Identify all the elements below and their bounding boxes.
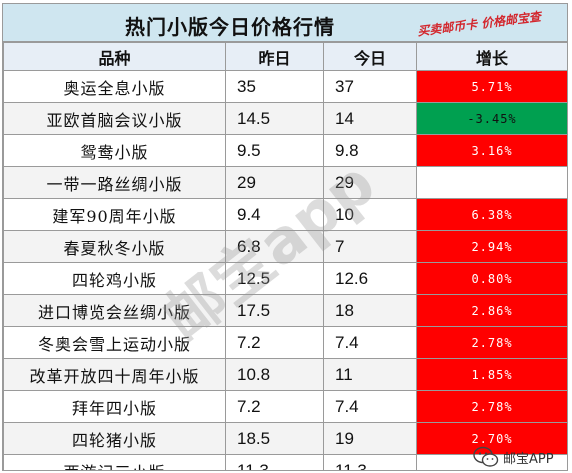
variety-cell: 春夏秋冬小版 bbox=[3, 230, 226, 263]
table-row: 拜年四小版 7.2 7.4 2.78% bbox=[3, 390, 567, 423]
today-price-cell: 10 bbox=[323, 198, 417, 231]
growth-cell: 2.70% bbox=[416, 422, 567, 455]
variety-cell: 四轮猪小版 bbox=[3, 422, 226, 455]
yesterday-price-cell: 9.4 bbox=[225, 198, 324, 231]
today-price-cell: 9.8 bbox=[323, 134, 417, 167]
variety-cell: 进口博览会丝绸小版 bbox=[3, 294, 226, 327]
growth-cell bbox=[416, 166, 567, 199]
variety-cell: 建军90周年小版 bbox=[3, 198, 226, 231]
growth-cell: 2.78% bbox=[416, 326, 567, 359]
wechat-icon bbox=[473, 446, 499, 467]
table-row: 改革开放四十周年小版 10.8 11 1.85% bbox=[3, 358, 567, 391]
table-row: 冬奥会雪上运动小版 7.2 7.4 2.78% bbox=[3, 326, 567, 359]
yesterday-price-cell: 12.5 bbox=[225, 262, 324, 295]
brand-badge: 邮宝APP bbox=[473, 444, 554, 470]
growth-cell: 3.16% bbox=[416, 134, 567, 167]
brand-name: 邮宝APP bbox=[503, 451, 554, 467]
growth-cell: 2.94% bbox=[416, 230, 567, 263]
variety-cell: 四轮鸡小版 bbox=[3, 262, 226, 295]
variety-cell: 改革开放四十周年小版 bbox=[3, 358, 226, 391]
yesterday-price-cell: 6.8 bbox=[225, 230, 324, 263]
yesterday-price-cell: 17.5 bbox=[225, 294, 324, 327]
variety-cell: 鸳鸯小版 bbox=[3, 134, 226, 167]
growth-cell: 1.85% bbox=[416, 358, 567, 391]
title-bar: 热门小版今日价格行情 买卖邮币卡 价格邮宝查 bbox=[3, 4, 567, 42]
header-row: 品种 昨日 今日 增长 bbox=[3, 42, 567, 71]
yesterday-price-cell: 35 bbox=[225, 70, 324, 103]
yesterday-price-cell: 7.2 bbox=[225, 326, 324, 359]
variety-cell: 奥运全息小版 bbox=[3, 70, 226, 103]
table-row: 一带一路丝绸小版 29 29 bbox=[3, 166, 567, 199]
yesterday-price-cell: 9.5 bbox=[225, 134, 324, 167]
growth-cell: 2.78% bbox=[416, 390, 567, 423]
today-price-cell: 7.4 bbox=[323, 326, 417, 359]
today-price-cell: 37 bbox=[323, 70, 417, 103]
variety-cell: 冬奥会雪上运动小版 bbox=[3, 326, 226, 359]
today-price-cell: 14 bbox=[323, 102, 417, 135]
yesterday-price-cell: 10.8 bbox=[225, 358, 324, 391]
column-header-growth: 增长 bbox=[416, 42, 567, 71]
growth-cell: 2.86% bbox=[416, 294, 567, 327]
yesterday-price-cell: 18.5 bbox=[225, 422, 324, 455]
today-price-cell: 11.3 bbox=[323, 454, 417, 470]
page-title: 热门小版今日价格行情 bbox=[125, 15, 335, 39]
growth-cell: 6.38% bbox=[416, 198, 567, 231]
variety-cell: 亚欧首脑会议小版 bbox=[3, 102, 226, 135]
table-row: 进口博览会丝绸小版 17.5 18 2.86% bbox=[3, 294, 567, 327]
column-header-today: 今日 bbox=[323, 42, 417, 71]
yesterday-price-cell: 29 bbox=[225, 166, 324, 199]
column-header-variety: 品种 bbox=[3, 42, 226, 71]
table-row: 四轮猪小版 18.5 19 2.70% bbox=[3, 422, 567, 455]
table-row: 西游记三小版11.311.3 bbox=[3, 454, 567, 470]
growth-cell: -3.45% bbox=[416, 102, 567, 135]
yesterday-price-cell: 7.2 bbox=[225, 390, 324, 423]
today-price-cell: 19 bbox=[323, 422, 417, 455]
today-price-cell: 7 bbox=[323, 230, 417, 263]
table-row: 春夏秋冬小版 6.8 7 2.94% bbox=[3, 230, 567, 263]
yesterday-price-cell: 11.3 bbox=[225, 454, 324, 470]
today-price-cell: 11 bbox=[323, 358, 417, 391]
table-row: 奥运全息小版 35 37 5.71% bbox=[3, 70, 567, 103]
column-header-yesterday: 昨日 bbox=[225, 42, 324, 71]
table-row: 亚欧首脑会议小版 14.5 14 -3.45% bbox=[3, 102, 567, 135]
growth-cell: 5.71% bbox=[416, 70, 567, 103]
today-price-cell: 12.6 bbox=[323, 262, 417, 295]
variety-cell: 一带一路丝绸小版 bbox=[3, 166, 226, 199]
variety-cell: 拜年四小版 bbox=[3, 390, 226, 423]
today-price-cell: 18 bbox=[323, 294, 417, 327]
price-table: 品种 昨日 今日 增长 奥运全息小版 35 37 5.71% 亚欧首脑会议小版 14.5 1… bbox=[3, 42, 567, 470]
variety-cell: 西游记三小版 bbox=[3, 454, 226, 470]
slogan-stamp: 买卖邮币卡 价格邮宝查 bbox=[416, 9, 542, 39]
table-row: 四轮鸡小版 12.5 12.6 0.80% bbox=[3, 262, 567, 295]
today-price-cell: 29 bbox=[323, 166, 417, 199]
yesterday-price-cell: 14.5 bbox=[225, 102, 324, 135]
price-table-panel: 热门小版今日价格行情 买卖邮币卡 价格邮宝查 品种 昨日 今日 增长 奥运全息小… bbox=[2, 3, 568, 471]
today-price-cell: 7.4 bbox=[323, 390, 417, 423]
table-row: 鸳鸯小版 9.5 9.8 3.16% bbox=[3, 134, 567, 167]
growth-cell: 0.80% bbox=[416, 262, 567, 295]
table-row: 建军90周年小版 9.4 10 6.38% bbox=[3, 198, 567, 231]
